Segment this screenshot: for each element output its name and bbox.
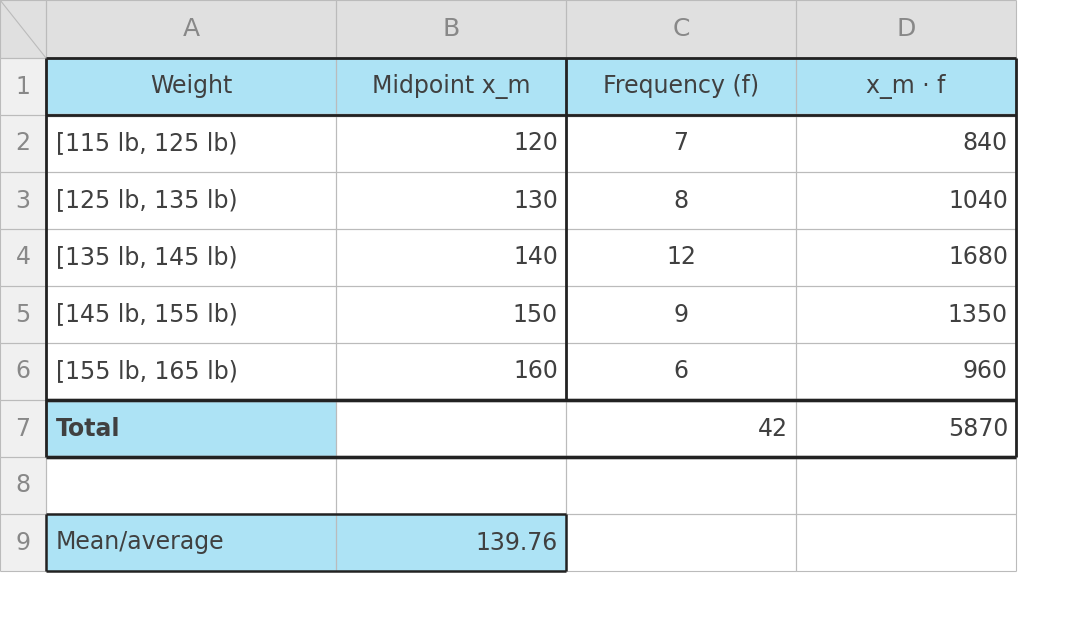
Text: 1350: 1350 (948, 303, 1008, 326)
Bar (796, 343, 1016, 400)
Text: Midpoint x_m: Midpoint x_m (372, 74, 530, 99)
Bar (336, 457, 566, 514)
Text: 6: 6 (674, 359, 689, 384)
Bar (0, 400, 46, 457)
Bar (796, 457, 1016, 514)
Bar (796, 0, 1016, 58)
Text: 960: 960 (963, 359, 1008, 384)
Text: 3: 3 (16, 188, 31, 212)
Bar (336, 0, 566, 58)
Bar (46, 58, 336, 115)
Text: 1680: 1680 (948, 245, 1008, 270)
Bar (566, 115, 796, 172)
Bar (46, 286, 336, 343)
Text: 9: 9 (674, 303, 689, 326)
Bar (336, 58, 566, 115)
Text: B: B (442, 17, 459, 41)
Text: 840: 840 (963, 132, 1008, 155)
Bar (0, 172, 46, 229)
Bar (46, 514, 336, 571)
Text: A: A (182, 17, 199, 41)
Text: 5: 5 (15, 303, 31, 326)
Text: Frequency (f): Frequency (f) (603, 74, 759, 99)
Text: Weight: Weight (150, 74, 232, 99)
Bar (336, 286, 566, 343)
Bar (0, 343, 46, 400)
Text: 4: 4 (16, 245, 31, 270)
Bar (566, 58, 796, 115)
Bar (46, 0, 336, 58)
Bar (796, 400, 1016, 457)
Bar (0, 286, 46, 343)
Text: Mean/average: Mean/average (56, 530, 225, 555)
Bar (0, 514, 46, 571)
Bar (796, 58, 1016, 115)
Bar (46, 343, 336, 400)
Bar (796, 286, 1016, 343)
Bar (336, 229, 566, 286)
Text: [115 lb, 125 lb): [115 lb, 125 lb) (56, 132, 238, 155)
Bar (566, 514, 796, 571)
Text: 150: 150 (513, 303, 558, 326)
Text: [145 lb, 155 lb): [145 lb, 155 lb) (56, 303, 238, 326)
Text: 7: 7 (16, 417, 31, 441)
Bar (566, 400, 796, 457)
Text: 5870: 5870 (948, 417, 1008, 441)
Text: 8: 8 (15, 473, 31, 497)
Text: [135 lb, 145 lb): [135 lb, 145 lb) (56, 245, 238, 270)
Bar (0, 229, 46, 286)
Bar (46, 115, 336, 172)
Bar (0, 0, 46, 58)
Bar (566, 286, 796, 343)
Bar (336, 172, 566, 229)
Bar (566, 0, 796, 58)
Text: 139.76: 139.76 (475, 530, 558, 555)
Bar (336, 400, 566, 457)
Bar (0, 115, 46, 172)
Text: Total: Total (56, 417, 120, 441)
Bar (336, 343, 566, 400)
Text: 9: 9 (16, 530, 31, 555)
Bar (566, 229, 796, 286)
Bar (566, 343, 796, 400)
Bar (796, 514, 1016, 571)
Text: 120: 120 (513, 132, 558, 155)
Bar (566, 172, 796, 229)
Text: 2: 2 (16, 132, 31, 155)
Text: [155 lb, 165 lb): [155 lb, 165 lb) (56, 359, 238, 384)
Text: [125 lb, 135 lb): [125 lb, 135 lb) (56, 188, 238, 212)
Bar (0, 58, 46, 115)
Text: 130: 130 (513, 188, 558, 212)
Text: 6: 6 (16, 359, 31, 384)
Text: 160: 160 (513, 359, 558, 384)
Text: 12: 12 (666, 245, 696, 270)
Text: x_m · f: x_m · f (867, 74, 946, 99)
Text: 140: 140 (513, 245, 558, 270)
Text: 1: 1 (16, 74, 31, 99)
Bar (796, 229, 1016, 286)
Bar (336, 115, 566, 172)
Bar (46, 172, 336, 229)
Bar (796, 172, 1016, 229)
Text: C: C (673, 17, 690, 41)
Text: 7: 7 (674, 132, 689, 155)
Bar (46, 229, 336, 286)
Text: 42: 42 (758, 417, 788, 441)
Bar (566, 457, 796, 514)
Text: 1040: 1040 (948, 188, 1008, 212)
Bar (46, 400, 336, 457)
Bar (796, 115, 1016, 172)
Text: D: D (897, 17, 916, 41)
Text: 8: 8 (674, 188, 689, 212)
Bar (46, 457, 336, 514)
Bar (336, 514, 566, 571)
Bar (0, 457, 46, 514)
